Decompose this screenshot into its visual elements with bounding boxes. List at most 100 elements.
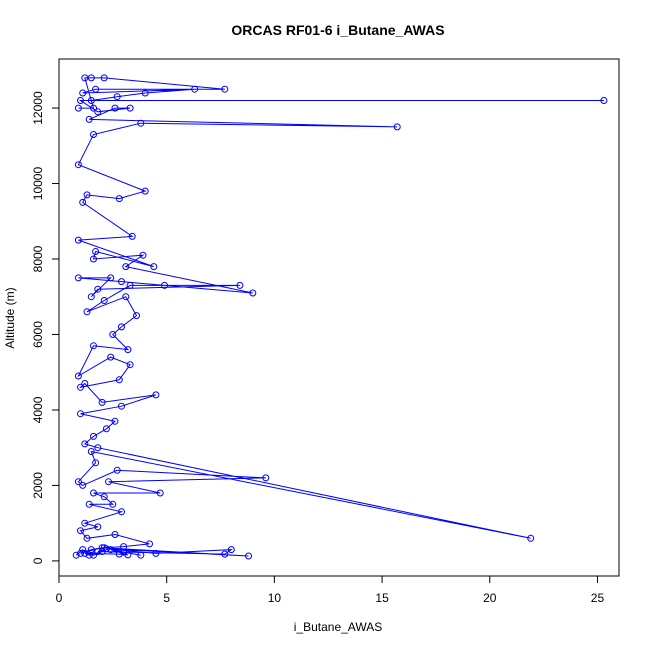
data-point (74, 478, 82, 486)
data-point (74, 236, 82, 244)
x-tick-label: 15 (375, 591, 389, 605)
data-point (156, 489, 164, 497)
y-tick-label: 6000 (31, 321, 45, 348)
data-point (81, 380, 89, 387)
data-point (527, 534, 535, 542)
data-point (77, 383, 84, 391)
data-point (115, 376, 123, 384)
data-point (221, 85, 229, 93)
data-point (221, 550, 229, 558)
y-tick-label: 8000 (31, 245, 45, 272)
data-point (150, 263, 158, 271)
data-point (245, 552, 252, 560)
data-point (94, 108, 102, 116)
data-point (600, 97, 608, 104)
data-point (109, 500, 117, 508)
data-point (90, 104, 97, 112)
x-tick-label: 10 (268, 591, 282, 605)
data-point (100, 493, 108, 501)
data-point (90, 255, 97, 263)
data-point (124, 346, 132, 354)
data-point (122, 293, 130, 301)
data-point (128, 232, 136, 240)
data-point (118, 323, 125, 331)
y-tick-label: 10000 (31, 167, 45, 201)
data-point (236, 281, 244, 289)
data-point (393, 123, 401, 131)
data-point (152, 549, 160, 557)
data-point (139, 251, 147, 259)
y-tick-label: 2000 (31, 472, 45, 499)
data-point (126, 361, 134, 369)
data-point (141, 187, 149, 195)
data-point (92, 248, 100, 255)
data-point (137, 119, 145, 127)
data-point (92, 85, 100, 93)
data-point (85, 500, 93, 508)
data-point (83, 308, 91, 316)
data-point (111, 531, 119, 538)
data-point (77, 549, 84, 557)
data-point (118, 508, 125, 516)
data-point (105, 478, 112, 486)
data-point (137, 551, 145, 559)
x-tick-label: 0 (56, 591, 63, 605)
data-point (83, 191, 91, 199)
data-point (87, 546, 95, 554)
data-point (74, 161, 82, 169)
data-point (90, 432, 97, 440)
data-point (107, 546, 115, 554)
series-points-group (72, 74, 608, 560)
data-point (141, 89, 149, 97)
data-point (94, 523, 102, 531)
y-axis-label: Altitude (m) (3, 287, 17, 348)
series-line-group (75, 77, 604, 557)
data-point (74, 104, 82, 112)
data-point (191, 85, 199, 93)
data-point (111, 104, 119, 112)
data-point (90, 342, 97, 350)
data-point (83, 534, 91, 542)
data-point (122, 263, 130, 271)
x-tick-label: 5 (163, 591, 170, 605)
data-point (107, 353, 115, 361)
data-point (87, 97, 95, 104)
data-point (109, 331, 117, 338)
data-point (81, 549, 89, 557)
data-point (118, 278, 125, 286)
data-point (74, 274, 82, 282)
data-point (74, 372, 82, 380)
data-point (100, 544, 108, 552)
y-tick-label: 0 (31, 557, 45, 564)
data-point (81, 519, 89, 527)
data-point (85, 115, 93, 123)
data-point (161, 281, 168, 289)
data-point (107, 274, 115, 282)
data-point (79, 89, 87, 97)
y-axis: 0 2000 4000 6000 8000 10000 12000 (31, 91, 60, 564)
data-point (81, 74, 89, 82)
data-point (118, 402, 125, 410)
series-line (75, 77, 604, 557)
data-point (133, 312, 140, 320)
data-point (87, 448, 95, 455)
data-point (79, 481, 87, 489)
data-point (79, 198, 87, 206)
data-point (94, 285, 102, 293)
data-point (77, 527, 84, 535)
x-axis: 0 5 10 15 20 25 (56, 575, 605, 605)
data-point (90, 489, 97, 497)
data-point (90, 131, 97, 138)
x-tick-label: 25 (591, 591, 605, 605)
data-point (87, 293, 95, 301)
x-tick-label: 20 (483, 591, 497, 605)
data-point (94, 444, 102, 452)
data-point (111, 417, 119, 425)
data-point (262, 474, 270, 482)
data-point (77, 97, 84, 104)
data-point (115, 550, 123, 558)
data-point (120, 543, 128, 551)
data-point (100, 74, 108, 82)
data-point (113, 93, 121, 101)
